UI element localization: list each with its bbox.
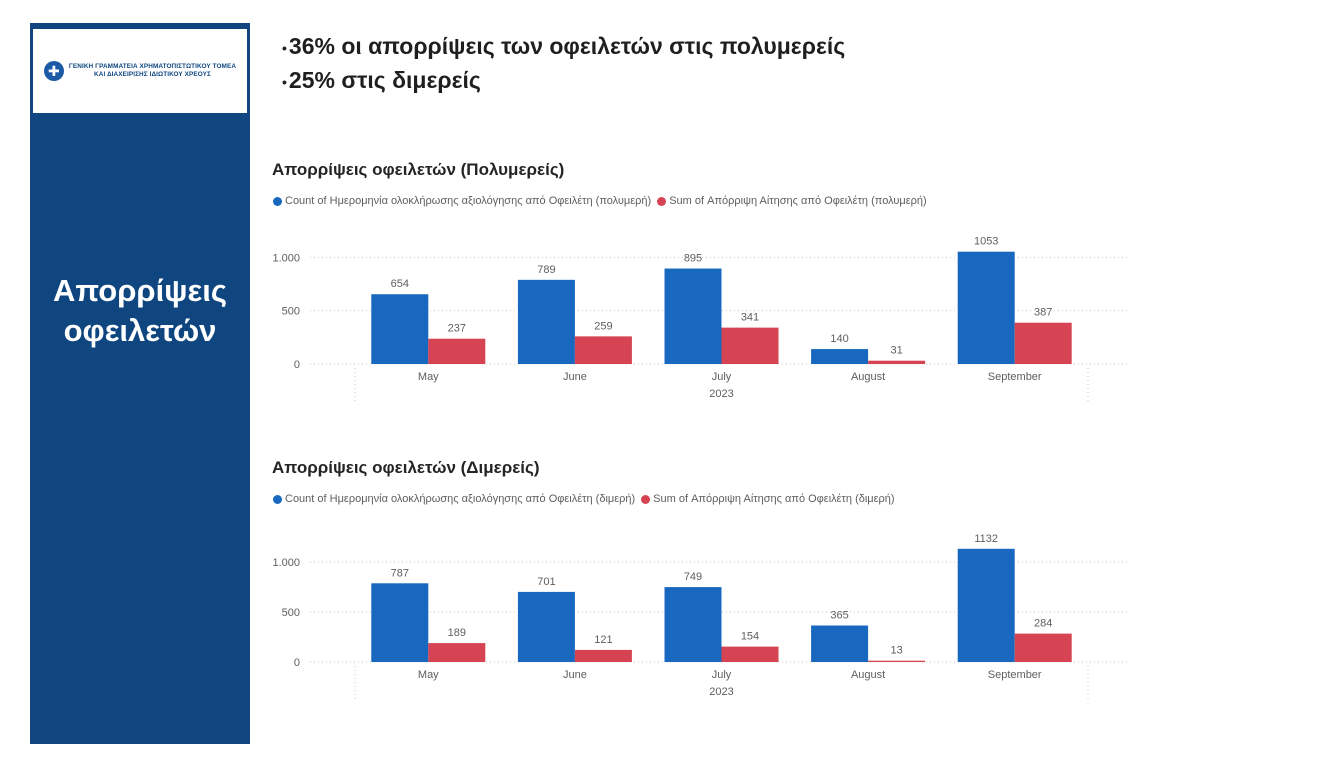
chart-2-data-label: 154 — [741, 631, 759, 643]
chart-2-legend-label-1: Count of Ημερομηνία ολοκλήρωσης αξιολόγη… — [285, 493, 636, 505]
chart-1-xtick-label: May — [418, 371, 439, 383]
chart-1-xtick-label: September — [988, 371, 1042, 383]
chart-1-x-group-label: 2023 — [709, 388, 733, 400]
chart-2-legend-item-1[interactable]: Count of Ημερομηνία ολοκλήρωσης αξιολόγη… — [273, 493, 635, 505]
chart-1-xtick-label: August — [851, 371, 885, 383]
chart-2-ytick-label: 500 — [282, 607, 300, 619]
chart-1-bar-2-september — [1014, 322, 1072, 364]
chart-2-xtick-label: September — [988, 669, 1042, 681]
legend-dot-icon — [657, 196, 667, 206]
chart-2-bar-1-june — [517, 591, 575, 662]
chart-2-data-label: 284 — [1034, 618, 1052, 630]
headline-bullet-2-text: 25% στις διμερείς — [288, 66, 481, 93]
chart-1-title: Απορρίψεις οφειλετών (Πολυμερείς) — [272, 160, 565, 179]
chart-1-legend-label-2: Sum of Απόρριψη Αίτησης από Οφειλέτη (πο… — [669, 195, 927, 207]
chart-1-legend: Count of Ημερομηνία ολοκλήρωσης αξιολόγη… — [273, 195, 933, 207]
headline: •36% οι απορρίψεις των οφειλετών στις πο… — [282, 30, 845, 98]
chart-1-ytick-label: 500 — [282, 306, 300, 318]
chart-1-data-label: 31 — [890, 345, 902, 357]
chart-2-data-label: 1132 — [974, 533, 998, 545]
chart-2-bar-2-august — [868, 660, 926, 662]
chart-1-plot: 0 500 1.000 654 237 May 789 259 June 895 341 July 14… — [272, 236, 1130, 404]
sidebar-title-line-2: οφειλετών — [63, 313, 217, 348]
chart-2-bar-1-may — [371, 583, 429, 662]
chart-1-bar-1-june — [517, 279, 575, 364]
chart-2-title: Απορρίψεις οφειλετών (Διμερείς) — [272, 458, 540, 477]
chart-1-xtick-label: June — [563, 371, 587, 383]
chart-2-data-label: 189 — [448, 627, 466, 639]
chart-2-xtick-label: August — [851, 669, 885, 681]
chart-2-data-label: 121 — [594, 634, 612, 646]
chart-2-bar-1-july — [664, 587, 722, 662]
bullet-dot-icon: • — [282, 39, 287, 56]
logo-text: ΓΕΝΙΚΗ ΓΡΑΜΜΑΤΕΙΑ ΧΡΗΜΑΤΟΠΙΣΤΩΤΙΚΟΥ ΤΟΜΕ… — [69, 63, 236, 79]
chart-2-xtick-label: May — [418, 669, 439, 681]
chart-2-legend-item-2[interactable]: Sum of Απόρριψη Αίτησης από Οφειλέτη (δι… — [641, 493, 895, 505]
chart-2-bar-2-may — [428, 643, 486, 662]
chart-1-bar-1-may — [371, 294, 429, 364]
headline-bullet-1: •36% οι απορρίψεις των οφειλετών στις πο… — [282, 30, 845, 64]
chart-2-bar-2-july — [721, 646, 779, 662]
chart-1-legend-item-2[interactable]: Sum of Απόρριψη Αίτησης από Οφειλέτη (πο… — [657, 195, 927, 207]
chart-1-data-label: 259 — [594, 320, 612, 332]
chart-2-legend: Count of Ημερομηνία ολοκλήρωσης αξιολόγη… — [273, 493, 901, 505]
chart-1-data-label: 140 — [830, 333, 848, 345]
chart-2-xtick-label: July — [712, 669, 732, 681]
logo-line-1: ΓΕΝΙΚΗ ΓΡΑΜΜΑΤΕΙΑ ΧΡΗΜΑΤΟΠΙΣΤΩΤΙΚΟΥ ΤΟΜΕ… — [68, 63, 237, 70]
chart-2-data-label: 787 — [391, 567, 409, 579]
chart-1-data-label: 789 — [537, 264, 555, 276]
chart-2-bar-2-september — [1014, 633, 1072, 662]
chart-2-legend-label-2: Sum of Απόρριψη Αίτησης από Οφειλέτη (δι… — [653, 493, 895, 505]
chart-1-legend-item-1[interactable]: Count of Ημερομηνία ολοκλήρωσης αξιολόγη… — [273, 195, 651, 207]
chart-1-data-label: 654 — [391, 278, 409, 290]
sidebar-title-line-1: Απορρίψεις — [53, 273, 227, 308]
bullet-dot-icon: • — [282, 73, 287, 90]
chart-2-x-group-label: 2023 — [709, 686, 733, 698]
chart-2-ytick-label: 1.000 — [272, 557, 300, 569]
chart-1-ytick-label: 0 — [294, 359, 300, 371]
chart-2-xtick-label: June — [563, 669, 587, 681]
emblem-icon: ✚ — [43, 61, 64, 81]
chart-2-plot: 0 500 1.000 787 189 May 701 121 June 749 154 July 36… — [272, 533, 1130, 702]
chart-1-data-label: 237 — [448, 323, 466, 335]
chart-1-data-label: 895 — [684, 253, 702, 265]
chart-2-ytick-label: 0 — [294, 657, 300, 669]
chart-1-xtick-label: July — [712, 371, 732, 383]
chart-2-data-label: 365 — [830, 610, 848, 622]
chart-2-bar-2-june — [574, 649, 632, 662]
chart-1-data-label: 387 — [1034, 307, 1052, 319]
chart-1-bar-1-july — [664, 268, 722, 364]
legend-dot-icon — [641, 494, 651, 504]
chart-1-bar-2-july — [721, 327, 779, 364]
sidebar-title: Απορρίψεις οφειλετών — [30, 271, 250, 351]
chart-1-bar-2-august — [868, 360, 926, 364]
chart-1-bar-2-may — [428, 338, 486, 364]
legend-dot-icon — [273, 494, 282, 504]
headline-bullet-2: •25% στις διμερείς — [282, 64, 845, 98]
legend-dot-icon — [273, 196, 282, 206]
headline-bullet-1-text: 36% οι απορρίψεις των οφειλετών στις πολ… — [288, 33, 846, 59]
chart-2-data-label: 701 — [537, 576, 555, 588]
chart-2-bar-1-august — [811, 625, 869, 662]
sidebar: ✚ ΓΕΝΙΚΗ ΓΡΑΜΜΑΤΕΙΑ ΧΡΗΜΑΤΟΠΙΣΤΩΤΙΚΟΥ ΤΟ… — [30, 23, 250, 744]
chart-1-data-label: 1053 — [974, 236, 998, 248]
chart-1-bar-1-september — [957, 251, 1015, 364]
chart-1-bar-2-june — [574, 336, 632, 364]
logo-line-2: ΚΑΙ ΔΙΑΧΕΙΡΙΣΗΣ ΙΔΙΩΤΙΚΟΥ ΧΡΕΟΥΣ — [94, 71, 211, 78]
chart-2-data-label: 749 — [684, 571, 702, 583]
chart-1-data-label: 341 — [741, 312, 759, 324]
chart-2-bar-1-september — [957, 548, 1015, 662]
chart-1-legend-label-1: Count of Ημερομηνία ολοκλήρωσης αξιολόγη… — [285, 195, 652, 207]
chart-1-bar-1-august — [811, 349, 869, 364]
chart-2-data-label: 13 — [890, 645, 902, 657]
chart-1-ytick-label: 1.000 — [272, 252, 300, 264]
logo: ✚ ΓΕΝΙΚΗ ΓΡΑΜΜΑΤΕΙΑ ΧΡΗΜΑΤΟΠΙΣΤΩΤΙΚΟΥ ΤΟ… — [33, 29, 247, 113]
